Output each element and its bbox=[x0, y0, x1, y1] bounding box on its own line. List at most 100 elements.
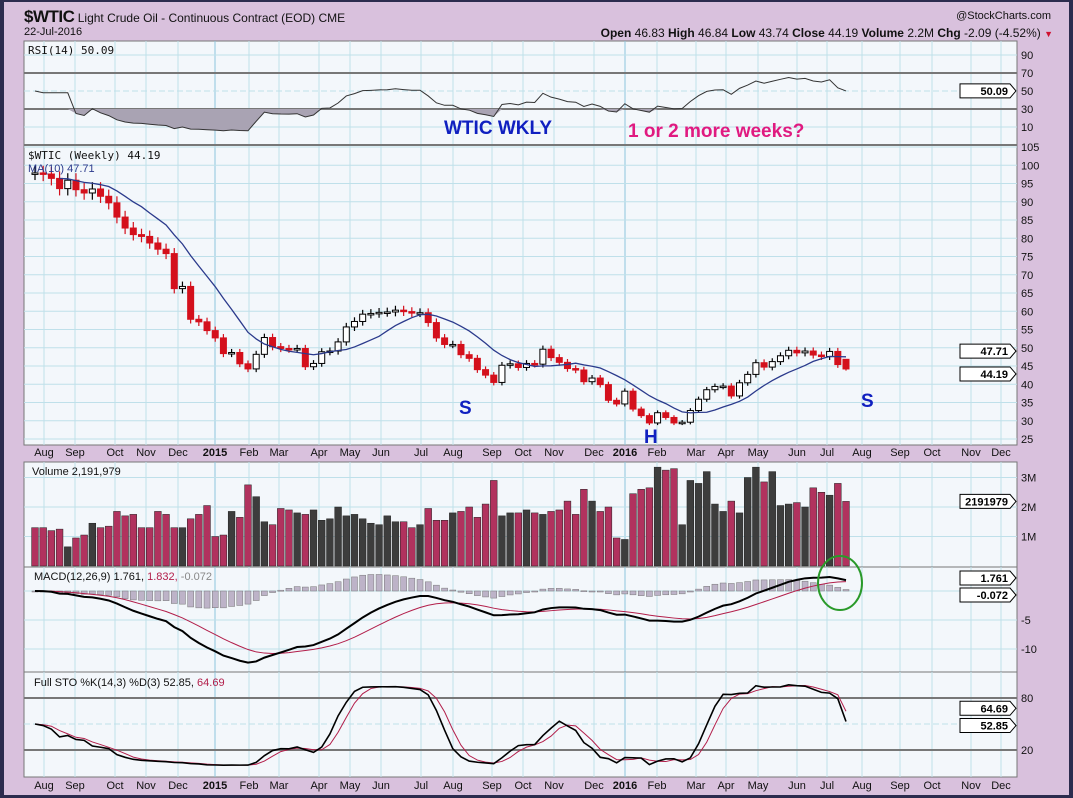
price-candle bbox=[424, 308, 432, 327]
x-axis-label: Dec bbox=[168, 447, 188, 459]
rsi-tick-label: 70 bbox=[1021, 68, 1033, 80]
macd-histogram-bar bbox=[834, 587, 842, 592]
volume-bar bbox=[268, 524, 277, 567]
macd-histogram-bar bbox=[711, 583, 719, 592]
macd-histogram-bar bbox=[826, 584, 833, 592]
volume-bar bbox=[621, 539, 629, 567]
macd-histogram-bar bbox=[654, 590, 661, 596]
macd-tick-label: -10 bbox=[1021, 644, 1037, 656]
price-tick-label: 70 bbox=[1021, 270, 1033, 282]
volume-bar bbox=[842, 501, 850, 567]
candle-body bbox=[785, 349, 793, 357]
price-candle bbox=[563, 358, 571, 372]
macd-histogram-bar bbox=[588, 590, 596, 593]
ma-label: MA(10) 47.71 bbox=[28, 163, 95, 175]
price-tick-label: 105 bbox=[1021, 142, 1039, 154]
volume-bar bbox=[121, 515, 129, 567]
price-tick-label: 75 bbox=[1021, 252, 1033, 264]
volume-bar bbox=[162, 514, 170, 567]
volume-bar bbox=[203, 505, 211, 567]
candle-body bbox=[506, 363, 514, 366]
low-value: 43.74 bbox=[758, 26, 789, 40]
price-candle bbox=[113, 196, 121, 224]
macd-value-tag: 1.761 bbox=[959, 570, 1017, 586]
high-label: High bbox=[668, 26, 695, 40]
macd-histogram-bar bbox=[506, 590, 514, 596]
macd-histogram-bar bbox=[474, 590, 481, 596]
price-candle bbox=[539, 345, 547, 368]
x-axis-label: Apr bbox=[310, 447, 327, 459]
volume-bar bbox=[604, 506, 613, 567]
macd-histogram-bar bbox=[252, 590, 260, 601]
volume-bar bbox=[678, 524, 686, 567]
macd-histogram-bar bbox=[228, 590, 235, 607]
x-axis-label: Sep bbox=[890, 780, 910, 792]
exchange: CME bbox=[318, 11, 346, 25]
candle-body bbox=[629, 390, 637, 410]
volume-bar bbox=[637, 489, 645, 567]
volume-bar bbox=[539, 514, 547, 567]
candle-body bbox=[441, 337, 449, 345]
candle-body bbox=[449, 343, 457, 347]
volume-bar bbox=[178, 527, 187, 567]
candle-body bbox=[97, 188, 105, 197]
price-tick-label: 35 bbox=[1021, 398, 1033, 410]
price-candle bbox=[162, 243, 170, 260]
macd-histogram-bar bbox=[752, 579, 760, 592]
price-tick-label: 80 bbox=[1021, 233, 1033, 245]
candle-body bbox=[113, 202, 121, 218]
rsi-tick-label: 10 bbox=[1021, 122, 1033, 134]
instrument-name: Light Crude Oil - Continuous Contract (E… bbox=[77, 11, 316, 25]
candle-body bbox=[39, 172, 47, 175]
macd-histogram-bar bbox=[179, 590, 186, 605]
annotation-wtic-wkly: WTIC WKLY bbox=[444, 118, 553, 139]
price-candle bbox=[580, 366, 588, 385]
price-candle bbox=[432, 318, 440, 342]
price-candle bbox=[596, 375, 604, 388]
sto-d-value-tag-text: 64.69 bbox=[980, 703, 1008, 715]
macd-histogram-bar bbox=[596, 590, 604, 593]
macd-histogram-bar bbox=[261, 590, 268, 596]
volume-bar bbox=[227, 511, 236, 567]
ohlc-summary: Open 46.83 High 46.84 Low 43.74 Close 44… bbox=[601, 26, 1053, 40]
volume-bar bbox=[735, 512, 744, 567]
macd-hist-value-tag-box bbox=[959, 587, 1017, 603]
volume-bar bbox=[727, 500, 735, 567]
rsi-line bbox=[34, 77, 847, 132]
volume-bar bbox=[244, 484, 252, 567]
macd-line-label: MACD(12,26,9) 1.761, bbox=[34, 571, 145, 583]
candle-body bbox=[760, 362, 768, 368]
volume-value: 2.2M bbox=[907, 26, 935, 40]
macd-histogram-bar bbox=[367, 574, 375, 592]
volume-bar bbox=[686, 480, 695, 567]
candle-body bbox=[678, 421, 686, 425]
volume-bar bbox=[465, 506, 473, 567]
macd-histogram-bar bbox=[121, 590, 129, 599]
price-candle bbox=[711, 383, 719, 393]
volume-bar bbox=[703, 471, 711, 567]
x-axis-label: Sep bbox=[65, 780, 85, 792]
x-axis-label: Mar bbox=[270, 447, 289, 459]
candle-body bbox=[342, 326, 350, 343]
candle-body bbox=[187, 285, 195, 320]
volume-bar bbox=[72, 537, 80, 567]
candle-body bbox=[195, 318, 203, 323]
price-candle bbox=[260, 333, 268, 358]
volume-bar bbox=[711, 503, 719, 567]
x-axis-label: Aug bbox=[34, 447, 54, 459]
volume-bar bbox=[252, 496, 260, 567]
price-candle bbox=[310, 360, 318, 371]
close-value-tag-box bbox=[959, 366, 1017, 382]
x-axis-label: Nov bbox=[544, 780, 564, 792]
volume-bar bbox=[629, 493, 637, 567]
volume-bar bbox=[719, 511, 727, 567]
x-axis-label: Nov bbox=[544, 447, 564, 459]
volume-tick-label: 3M bbox=[1021, 473, 1036, 485]
candle-body bbox=[137, 234, 145, 237]
volume-bar bbox=[39, 527, 47, 567]
candle-body bbox=[547, 348, 555, 359]
sto-k-value-tag: 52.85 bbox=[959, 718, 1017, 734]
candle-body bbox=[662, 412, 670, 418]
macd-histogram-bar bbox=[424, 581, 432, 592]
candle-body bbox=[686, 410, 694, 423]
